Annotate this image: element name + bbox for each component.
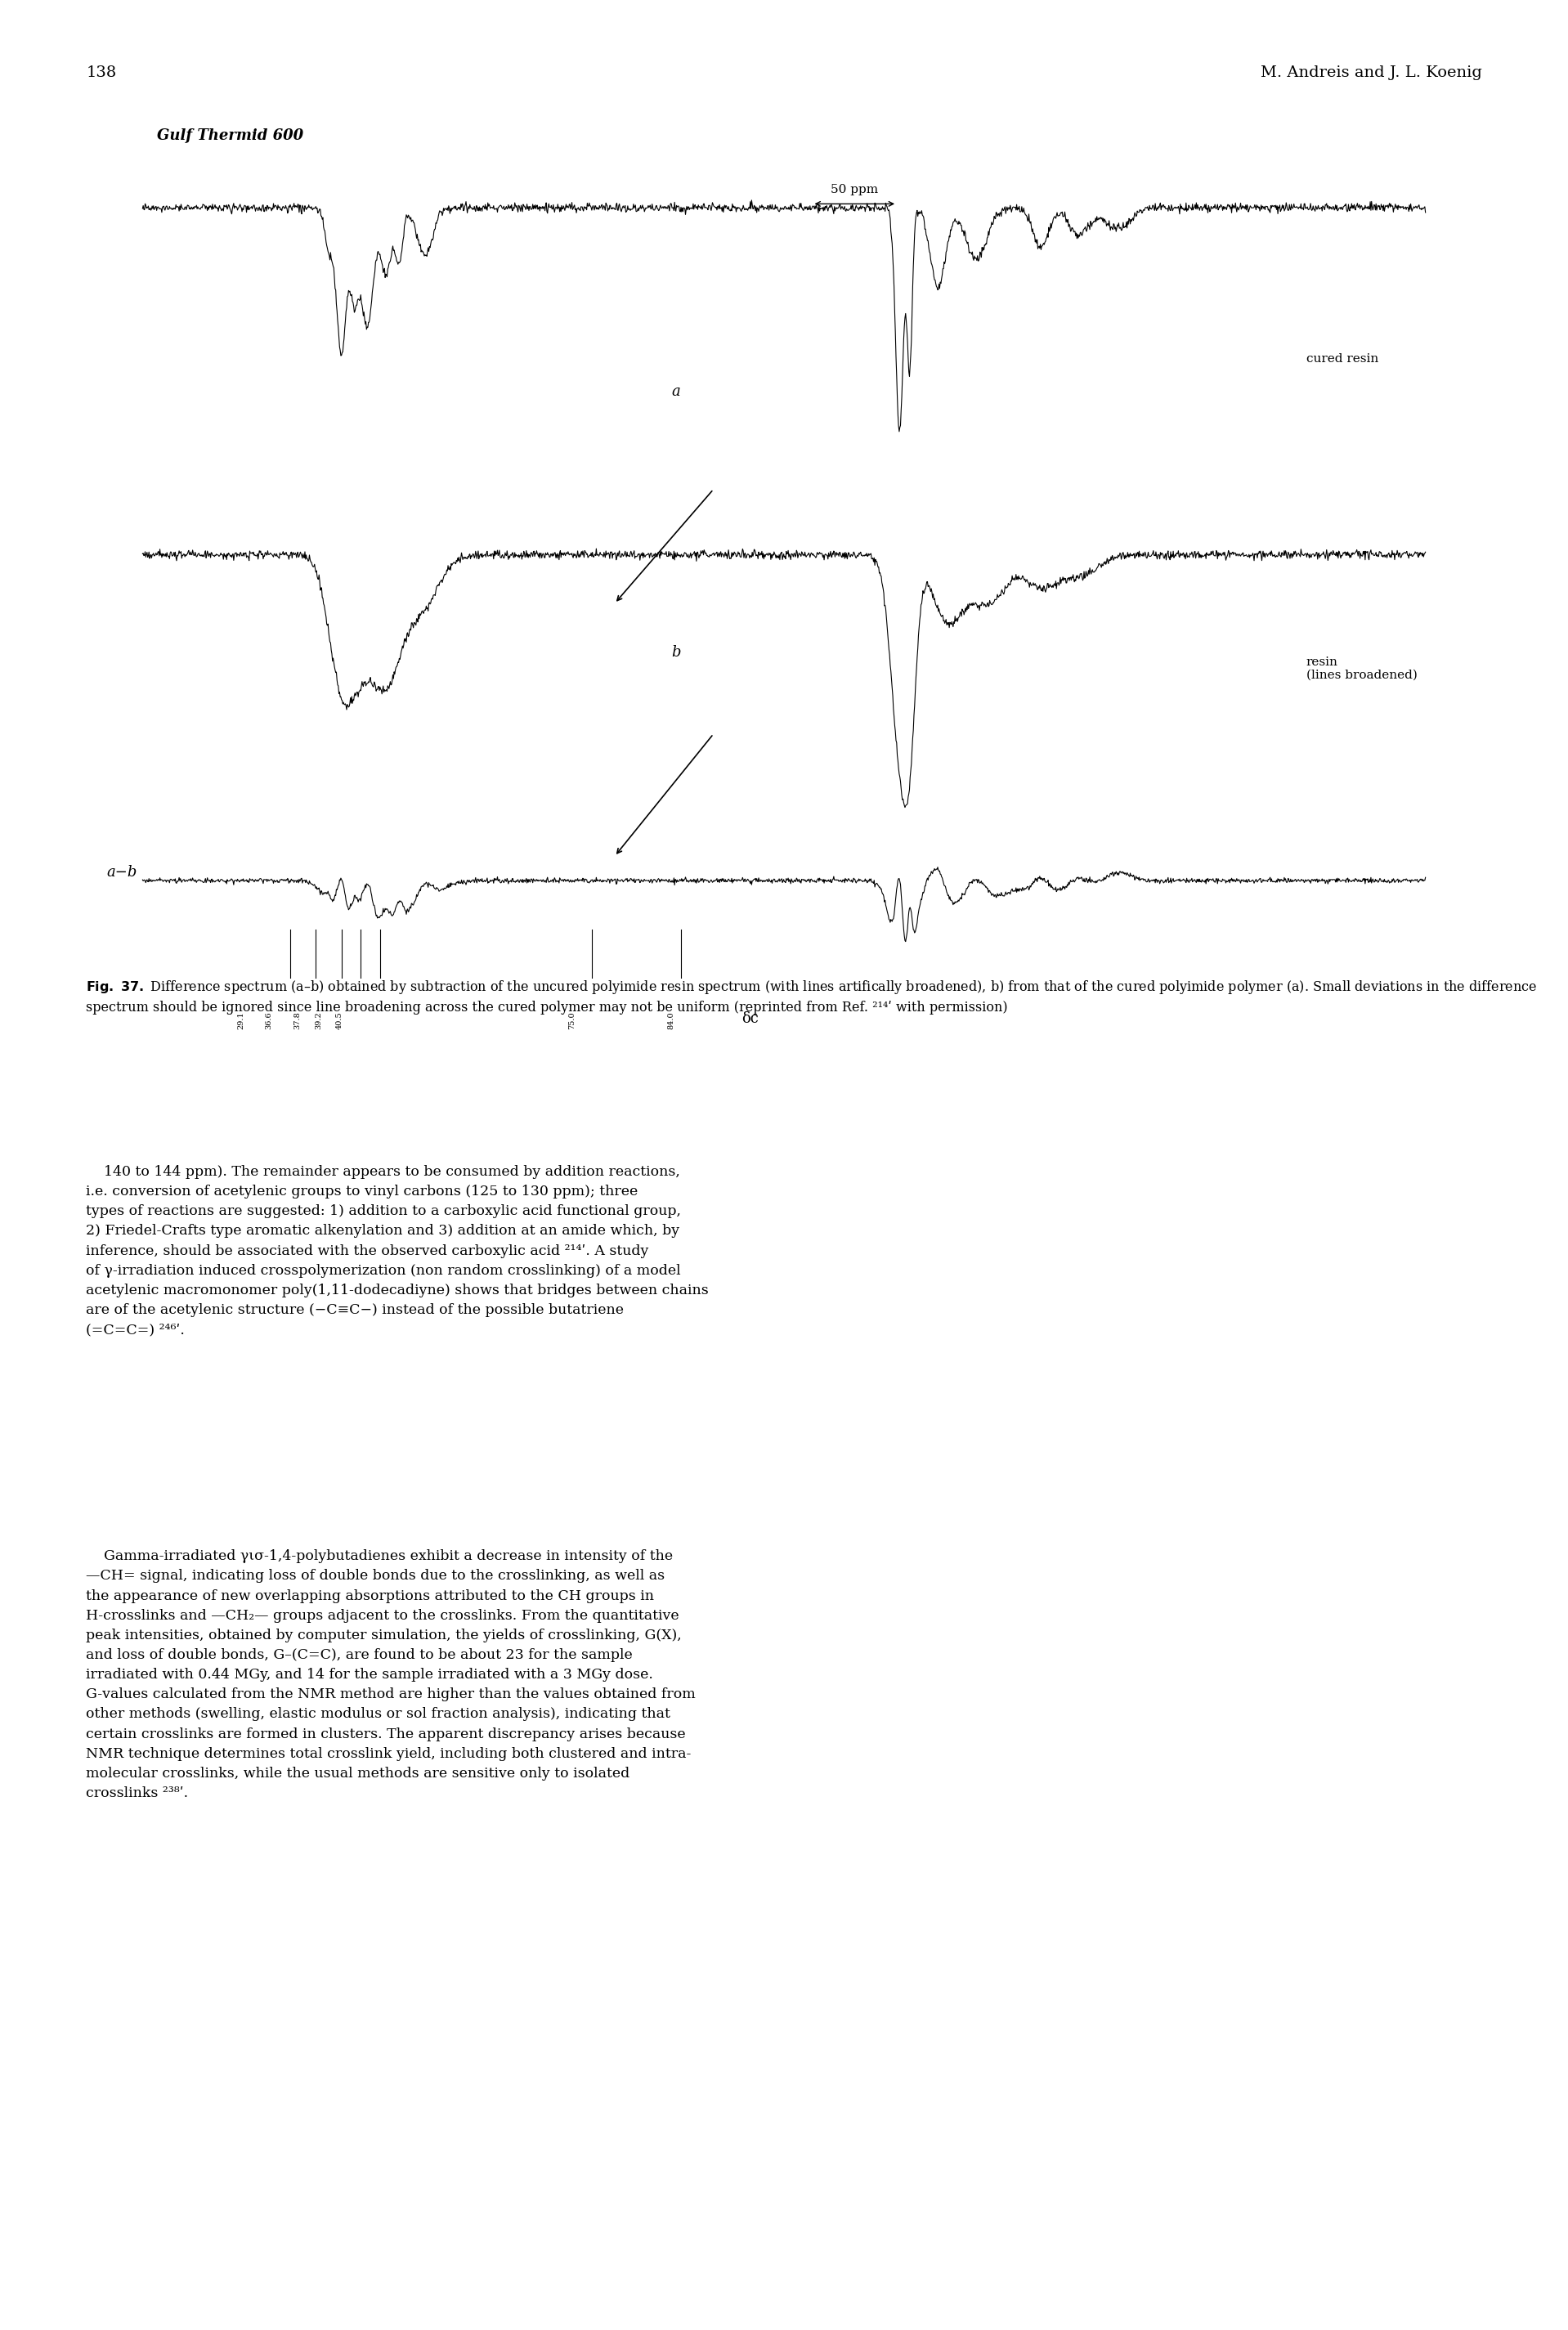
Text: M. Andreis and J. L. Koenig: M. Andreis and J. L. Koenig	[1261, 65, 1482, 79]
Text: 75.0: 75.0	[569, 1011, 575, 1030]
Text: a: a	[671, 384, 681, 398]
Text: 138: 138	[86, 65, 116, 79]
Text: Gulf Thermid 600: Gulf Thermid 600	[157, 128, 303, 142]
Text: 50 ppm: 50 ppm	[831, 184, 878, 196]
Text: resin
(lines broadened): resin (lines broadened)	[1306, 657, 1417, 680]
Text: 39.2: 39.2	[315, 1011, 321, 1030]
Text: 140 to 144 ppm). The remainder appears to be consumed by addition reactions,
i.e: 140 to 144 ppm). The remainder appears t…	[86, 1165, 709, 1337]
Text: Gamma-irradiated γισ-1,4-polybutadienes exhibit a decrease in intensity of the
—: Gamma-irradiated γισ-1,4-polybutadienes …	[86, 1549, 696, 1801]
Text: $\bf{Fig.\ 37.}$ Difference spectrum (a–b) obtained by subtraction of the uncure: $\bf{Fig.\ 37.}$ Difference spectrum (a–…	[86, 979, 1537, 1016]
Text: b: b	[671, 645, 681, 659]
Text: cured resin: cured resin	[1306, 354, 1378, 363]
Text: δc: δc	[742, 1011, 759, 1025]
Text: 84.0: 84.0	[668, 1011, 674, 1030]
Text: 40.5: 40.5	[336, 1011, 343, 1030]
Text: 36.6: 36.6	[265, 1011, 273, 1030]
Text: 29.1: 29.1	[237, 1011, 245, 1030]
Text: 37.8: 37.8	[293, 1011, 301, 1030]
Text: a−b: a−b	[107, 864, 136, 881]
